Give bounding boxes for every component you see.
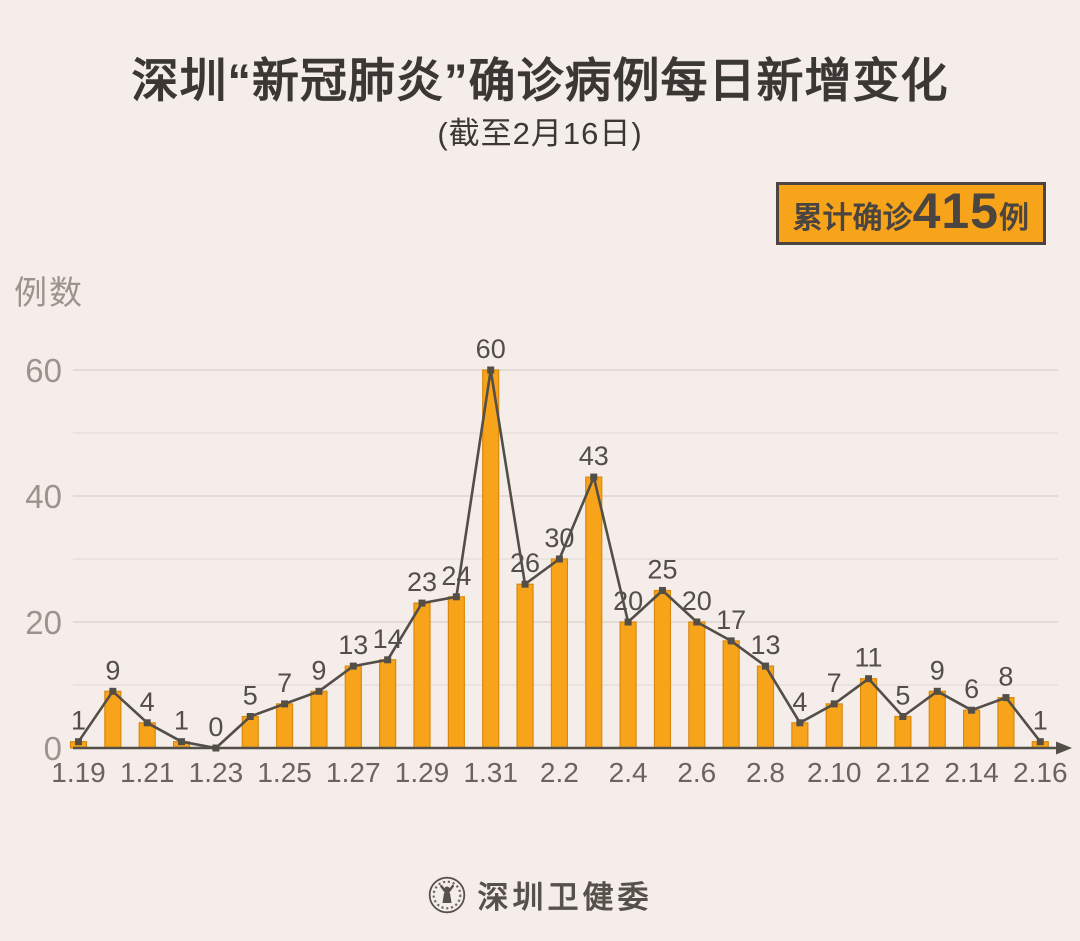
badge-total-number: 415 xyxy=(912,183,999,239)
svg-text:1.31: 1.31 xyxy=(463,757,518,788)
health-commission-logo-icon xyxy=(428,876,465,913)
svg-text:11: 11 xyxy=(855,643,883,673)
svg-text:1.27: 1.27 xyxy=(326,757,381,788)
footer-source-label: 深圳卫健委 xyxy=(477,880,653,915)
svg-text:9: 9 xyxy=(105,655,120,685)
svg-text:25: 25 xyxy=(647,555,677,585)
svg-text:2.4: 2.4 xyxy=(609,757,648,788)
svg-text:1: 1 xyxy=(1033,706,1048,736)
svg-text:7: 7 xyxy=(277,668,292,698)
svg-text:13: 13 xyxy=(338,630,368,660)
svg-text:6: 6 xyxy=(964,674,979,704)
svg-text:2.10: 2.10 xyxy=(807,757,862,788)
svg-text:23: 23 xyxy=(407,567,437,597)
svg-text:2.12: 2.12 xyxy=(876,757,931,788)
svg-text:1.19: 1.19 xyxy=(51,757,106,788)
svg-text:9: 9 xyxy=(930,655,945,685)
svg-text:5: 5 xyxy=(895,681,910,711)
svg-text:1.29: 1.29 xyxy=(395,757,450,788)
y-axis-label: 例数 xyxy=(14,274,84,311)
svg-text:43: 43 xyxy=(579,441,609,471)
svg-text:7: 7 xyxy=(827,668,842,698)
svg-text:0: 0 xyxy=(44,730,62,767)
badge-suffix-label: 例 xyxy=(999,202,1029,235)
svg-text:17: 17 xyxy=(716,605,746,635)
svg-text:1.23: 1.23 xyxy=(189,757,244,788)
svg-text:60: 60 xyxy=(476,334,506,364)
svg-text:1.21: 1.21 xyxy=(120,757,175,788)
svg-text:20: 20 xyxy=(613,586,643,616)
svg-text:4: 4 xyxy=(792,687,807,717)
svg-text:1: 1 xyxy=(174,706,189,736)
svg-text:14: 14 xyxy=(373,624,403,654)
svg-text:9: 9 xyxy=(311,655,326,685)
svg-text:2.2: 2.2 xyxy=(540,757,579,788)
svg-text:30: 30 xyxy=(544,523,574,553)
svg-text:24: 24 xyxy=(441,561,471,591)
svg-text:40: 40 xyxy=(25,478,62,515)
svg-text:1: 1 xyxy=(71,706,86,736)
footer: 深圳卫健委 xyxy=(0,872,1080,917)
svg-text:1.25: 1.25 xyxy=(257,757,312,788)
svg-text:2.14: 2.14 xyxy=(944,757,999,788)
svg-text:26: 26 xyxy=(510,548,540,578)
svg-text:5: 5 xyxy=(243,681,258,711)
svg-text:60: 60 xyxy=(25,352,62,389)
svg-text:2.6: 2.6 xyxy=(677,757,716,788)
svg-text:2.8: 2.8 xyxy=(746,757,785,788)
page-subtitle: (截至2月16日) xyxy=(437,116,643,151)
svg-text:0: 0 xyxy=(208,712,223,742)
svg-text:20: 20 xyxy=(25,604,62,641)
svg-text:2.16: 2.16 xyxy=(1013,757,1068,788)
cumulative-total-badge: 累计确诊 415 例 xyxy=(775,182,1046,245)
svg-text:13: 13 xyxy=(750,630,780,660)
svg-text:4: 4 xyxy=(140,687,155,717)
svg-text:8: 8 xyxy=(998,662,1013,692)
badge-prefix-label: 累计确诊 xyxy=(792,202,913,235)
page-title: 深圳“新冠肺炎”确诊病例每日新增变化 xyxy=(131,54,949,107)
svg-text:20: 20 xyxy=(682,586,712,616)
